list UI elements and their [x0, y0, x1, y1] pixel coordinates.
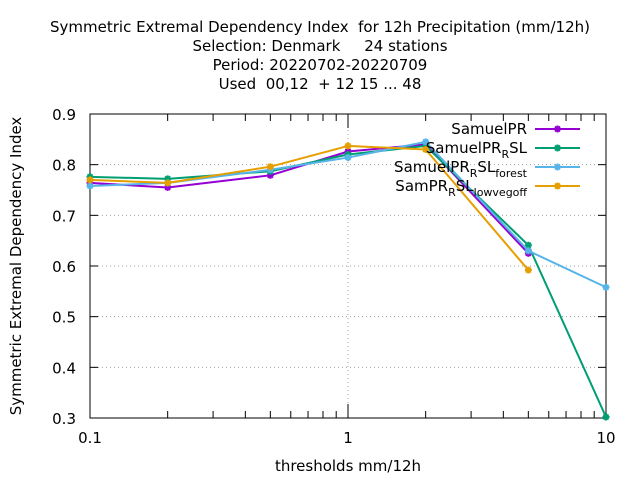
chart-title-line-3: Period: 20220702-20220709: [212, 56, 428, 74]
data-point: [422, 145, 430, 153]
y-tick-label: 0.9: [52, 106, 76, 124]
data-point: [86, 176, 94, 184]
y-axis-label: Symmetric Extremal Dependency Index: [7, 117, 25, 416]
marker-stroke: [554, 144, 561, 152]
data-point: [602, 413, 610, 421]
chart-title-line-1: Symmetric Extremal Dependency Index for …: [50, 18, 590, 36]
marker-stroke: [86, 182, 94, 190]
legend-label-1: SamuelPRRSL: [426, 139, 528, 161]
marker-stroke: [554, 125, 561, 133]
data-point: [266, 163, 274, 171]
x-tick-label: 10: [596, 429, 615, 447]
legend-label-3: SamPRRSLlowvegoff: [395, 177, 527, 199]
marker-stroke: [422, 146, 429, 153]
y-tick-label: 0.6: [52, 258, 76, 276]
marker-stroke: [554, 163, 561, 171]
marker-stroke: [554, 182, 561, 190]
data-point: [86, 182, 94, 190]
x-tick-label: 0.1: [78, 429, 102, 447]
marker-stroke: [86, 176, 94, 184]
marker-stroke: [344, 154, 352, 161]
y-tick-label: 0.8: [52, 157, 76, 175]
data-point: [524, 266, 532, 274]
series-line: [89, 144, 530, 271]
chart-title-line-2: Selection: Denmark 24 stations: [192, 37, 448, 55]
y-tick-label: 0.5: [52, 309, 76, 327]
data-point: [344, 154, 352, 162]
chart-title-line-4: Used 00,12 + 12 15 ... 48: [218, 75, 422, 93]
y-tick-label: 0.4: [52, 359, 76, 377]
y-tick-label: 0.7: [52, 207, 76, 225]
marker-stroke: [525, 266, 532, 274]
legend-sample-marker: [554, 144, 561, 152]
y-tick-label: 0.3: [52, 410, 76, 428]
marker-stroke: [422, 138, 429, 146]
marker-stroke: [525, 247, 532, 255]
x-tick-label: 1: [343, 429, 353, 447]
legend-label-2: SamuelPRRSLforest: [394, 158, 528, 180]
legend-sample-marker: [554, 182, 561, 190]
marker-stroke: [344, 142, 352, 150]
marker-stroke: [267, 163, 274, 170]
data-point: [344, 142, 352, 150]
marker-stroke: [602, 284, 610, 291]
data-point: [602, 283, 610, 291]
legend-label-0: SamuelPR: [451, 120, 527, 138]
series-3: [86, 142, 532, 274]
legend-sample-marker: [554, 163, 561, 171]
data-point: [524, 247, 532, 255]
marker-stroke: [602, 413, 610, 421]
x-axis-label: thresholds mm/12h: [275, 457, 421, 475]
legend-sample-marker: [554, 125, 561, 133]
data-point: [422, 138, 430, 146]
data-point: [164, 179, 172, 187]
marker-stroke: [525, 242, 532, 249]
marker-stroke: [164, 179, 171, 187]
